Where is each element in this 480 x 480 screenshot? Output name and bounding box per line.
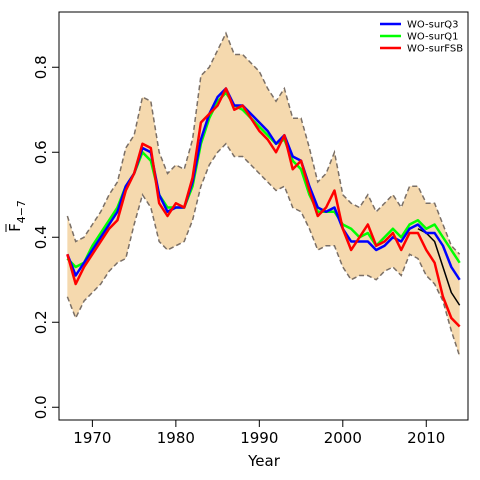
series-line-wo-surfsb [66, 87, 461, 328]
y-tick-label-4: 0.8 [32, 55, 50, 79]
y-tick-label-3: 0.6 [32, 140, 50, 164]
y-axis-title-main: F [6, 223, 24, 232]
confidence-band [66, 31, 461, 357]
x-tick-label-1990: 1990 [240, 429, 278, 447]
y-tick-label-0: 0.0 [32, 395, 50, 419]
y-axis-title: F4−7 [5, 200, 28, 232]
legend-label-wo-surfsb: WO-surFSB [407, 44, 463, 55]
band-upper-edge [66, 31, 461, 255]
series-lines [66, 87, 461, 328]
y-axis: 0.0 0.2 0.4 0.6 0.8 [32, 55, 59, 419]
x-axis: 1970 1980 1990 2000 2010 [73, 420, 445, 447]
legend-label-wo-surq3: WO-surQ3 [407, 20, 459, 31]
y-tick-label-2: 0.4 [32, 225, 50, 249]
x-axis-title: Year [247, 452, 281, 470]
y-tick-label-1: 0.2 [32, 310, 50, 334]
svg-text:F4−7: F4−7 [6, 200, 28, 232]
x-tick-label-2010: 2010 [407, 429, 445, 447]
y-axis-title-subscript: 4−7 [15, 200, 28, 223]
legend-label-wo-surq1: WO-surQ1 [407, 32, 459, 43]
x-tick-label-2000: 2000 [324, 429, 362, 447]
x-tick-label-1980: 1980 [157, 429, 195, 447]
plot-frame [58, 11, 469, 421]
x-tick-label-1970: 1970 [73, 429, 111, 447]
band-lower-edge [66, 142, 461, 357]
